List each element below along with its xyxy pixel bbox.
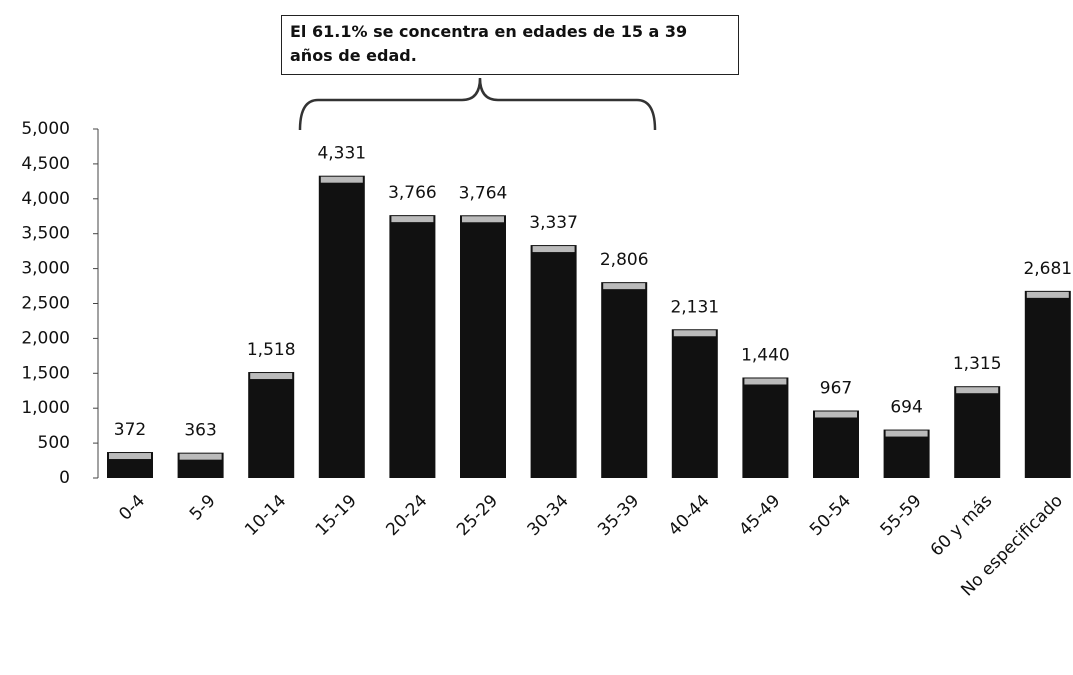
brace [298,77,657,131]
bar-cap [744,378,787,385]
x-tick-label: 40-44 [665,491,714,540]
bar [671,329,718,478]
annotation: El 61.1% se concentra en edades de 15 a … [281,15,739,75]
x-tick-label: 0-4 [115,491,149,525]
bar [1024,290,1071,478]
bar-cap [462,216,504,223]
data-label: 372 [114,420,146,440]
bar-cap [885,430,928,437]
bar [389,215,436,479]
bar-cap [673,330,716,337]
y-tick-label: 2,500 [21,294,70,314]
bar [742,377,789,478]
data-label: 3,337 [529,213,578,233]
y-tick-label: 1,500 [21,363,70,383]
bar-cap [815,411,857,418]
y-tick-label: 3,500 [21,224,70,244]
y-tick-label: 5,000 [21,119,70,139]
y-tick-label: 4,000 [21,189,70,209]
x-tick-label: 5-9 [186,491,220,525]
bar-cap [391,216,434,223]
data-label: 3,764 [459,183,508,203]
x-tick-label: 55-59 [877,491,926,540]
bar [530,245,577,478]
data-label: 2,681 [1023,259,1072,279]
data-label: 2,131 [670,297,719,317]
x-tick-label: 15-19 [312,491,361,540]
bar-cap [603,283,646,290]
data-label: 3,766 [388,183,437,203]
x-tick-label: 60 y más [927,491,997,561]
x-tick-label: 25-29 [453,491,502,540]
data-label: 967 [820,379,852,399]
bar [883,429,930,478]
bar-cap [1026,291,1069,298]
bar-cap [956,387,999,394]
y-tick-label: 4,500 [21,154,70,174]
bar-cap [250,373,293,380]
data-label: 1,518 [247,340,296,360]
y-tick-label: 0 [59,468,70,488]
x-tick-label: 20-24 [382,491,431,540]
bar-cap [179,453,222,460]
data-label: 1,315 [953,354,1002,374]
x-tick-label: 10-14 [241,491,290,540]
x-tick-label: 35-39 [594,491,643,540]
x-tick-label: 45-49 [735,491,784,540]
y-tick-label: 1,000 [21,398,70,418]
data-label: 4,331 [317,144,366,164]
x-tick-label: 30-34 [524,491,573,540]
data-label: 694 [890,398,922,418]
data-label: 1,440 [741,345,790,365]
bar [601,282,648,478]
bar [813,410,859,478]
y-tick-label: 2,000 [21,328,70,348]
bar-cap [109,453,151,460]
y-tick-label: 500 [38,433,70,453]
data-label: 2,806 [600,250,649,270]
x-tick-label: 50-54 [806,491,855,540]
y-tick-label: 3,000 [21,259,70,279]
bar-cap [320,176,363,183]
bar [954,386,1001,478]
bar-cap [532,246,575,253]
bar [460,215,506,478]
data-label: 363 [184,421,216,441]
bar [318,175,365,478]
bar [248,372,295,478]
